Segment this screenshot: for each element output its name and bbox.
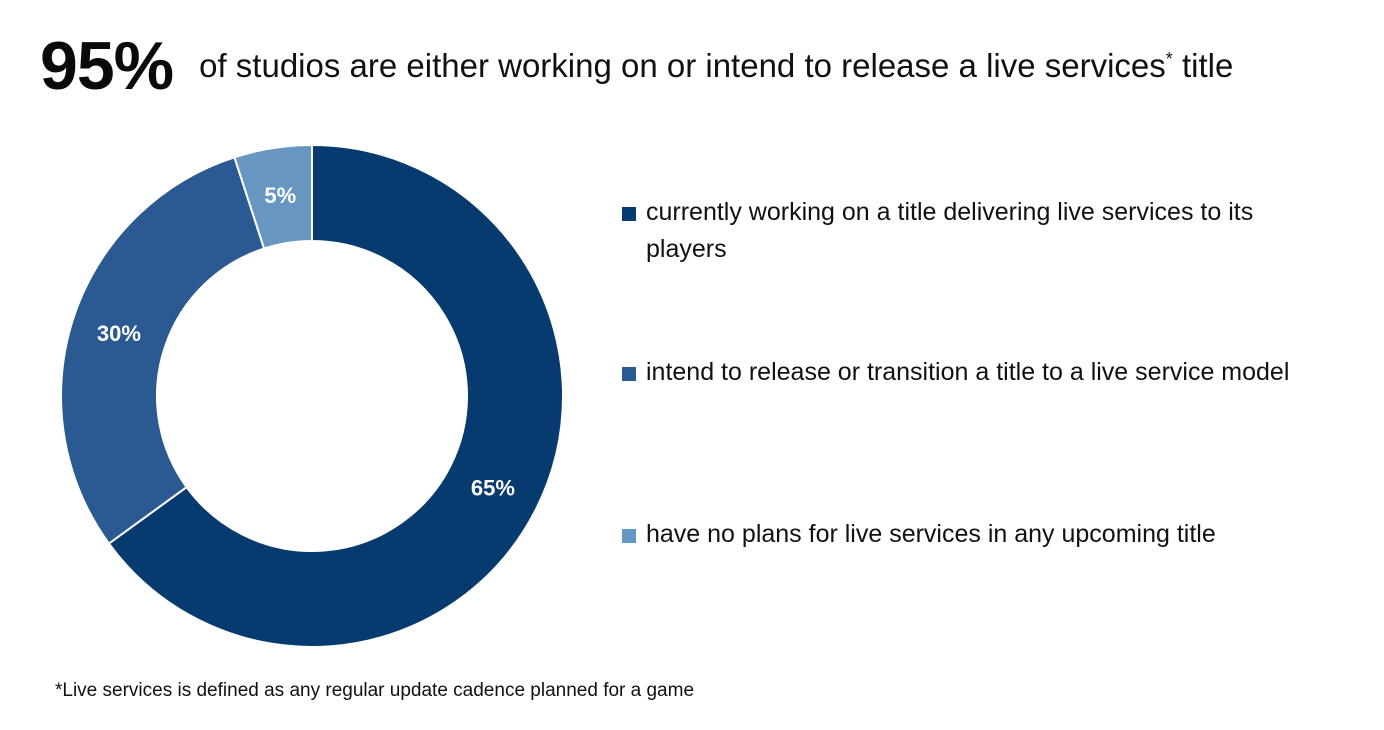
headline-percentage: 95%	[40, 28, 174, 104]
slice-intend	[60, 156, 266, 545]
legend-label: have no plans for live services in any u…	[646, 520, 1216, 548]
legend-item-no-plans: have no plans for live services in any u…	[622, 516, 1306, 553]
headline-text: of studios are either working on or inte…	[199, 47, 1233, 85]
donut-chart: 65% 30% 5%	[60, 143, 564, 648]
legend-swatch	[622, 529, 636, 543]
slice-working	[107, 143, 564, 648]
data-label: 65%	[471, 476, 515, 501]
headline-text-main: of studios are either working on or inte…	[199, 47, 1166, 84]
legend-swatch	[622, 367, 636, 381]
footnote: *Live services is defined as any regular…	[55, 680, 695, 701]
legend-item-intend: intend to release or transition a title …	[622, 354, 1306, 391]
data-label: 5%	[264, 183, 296, 208]
legend-item-working: currently working on a title delivering …	[622, 194, 1306, 268]
legend-swatch	[622, 207, 636, 221]
data-label: 30%	[97, 321, 141, 346]
headline-asterisk: *	[1165, 49, 1173, 69]
headline: 95% of studios are either working on or …	[40, 26, 1233, 106]
slice-no-plans	[233, 143, 313, 250]
headline-text-end: title	[1172, 47, 1234, 84]
legend-label: intend to release or transition a title …	[646, 358, 1290, 386]
legend-label: currently working on a title delivering …	[646, 198, 1254, 263]
